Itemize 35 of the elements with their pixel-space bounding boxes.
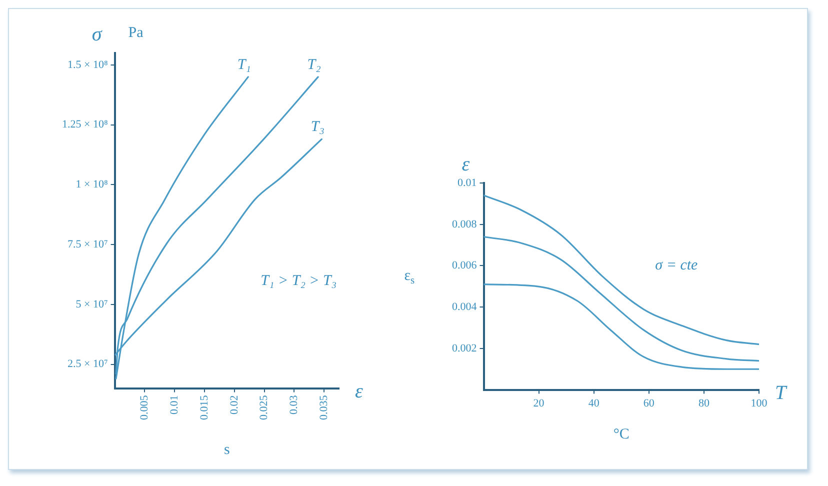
x-tick-label: 100 xyxy=(750,397,768,410)
y-tick-label: 0.006 xyxy=(452,260,478,272)
text: °C xyxy=(613,426,630,443)
series-label: T₁ xyxy=(237,56,251,73)
series-label: T₂ xyxy=(307,56,321,73)
y-tick-label: 5 × 10⁷ xyxy=(76,298,108,310)
x-tick-label: 0.005 xyxy=(138,394,151,420)
y-tick-label: 7.5 × 10⁷ xyxy=(67,238,108,250)
x-tick-label: 0.035 xyxy=(318,394,330,420)
text: s xyxy=(224,442,230,458)
y-tick-label: 1.5 × 10⁸ xyxy=(67,58,108,71)
annotation: T₁ > T₂ > T₃ xyxy=(260,272,337,289)
text: Pa xyxy=(128,24,144,41)
x-tick-label: 80 xyxy=(698,397,710,410)
annotation: σ = cte xyxy=(655,258,698,274)
y-tick-label: 1.25 × 10⁸ xyxy=(62,118,108,131)
x-tick-label: 0.015 xyxy=(198,394,210,420)
series-label: T₃ xyxy=(310,119,324,136)
x-tick-label: 0.03 xyxy=(288,394,300,414)
x-tick-label: 0.025 xyxy=(258,394,270,420)
x-tick-label: 20 xyxy=(533,397,545,410)
x-tick-label: 0.02 xyxy=(228,395,240,414)
y-tick-label: 1 × 10⁸ xyxy=(76,178,108,191)
y-tick-label: 0.004 xyxy=(452,300,478,313)
y-axis-title: σ xyxy=(92,23,103,46)
x-axis-title: T xyxy=(775,382,788,404)
y-tick-label: 0.002 xyxy=(452,342,477,354)
y-tick-label: 2.5 × 10⁷ xyxy=(67,358,108,370)
x-tick-label: 60 xyxy=(643,397,655,410)
y-tick-label: 0.008 xyxy=(452,218,478,230)
x-tick-label: 40 xyxy=(588,397,600,410)
y-axis-title: ε xyxy=(462,153,470,176)
x-tick-label: 0.01 xyxy=(168,395,180,414)
y-tick-label: 0.01 xyxy=(458,176,477,189)
x-axis-title: ε xyxy=(355,380,363,402)
